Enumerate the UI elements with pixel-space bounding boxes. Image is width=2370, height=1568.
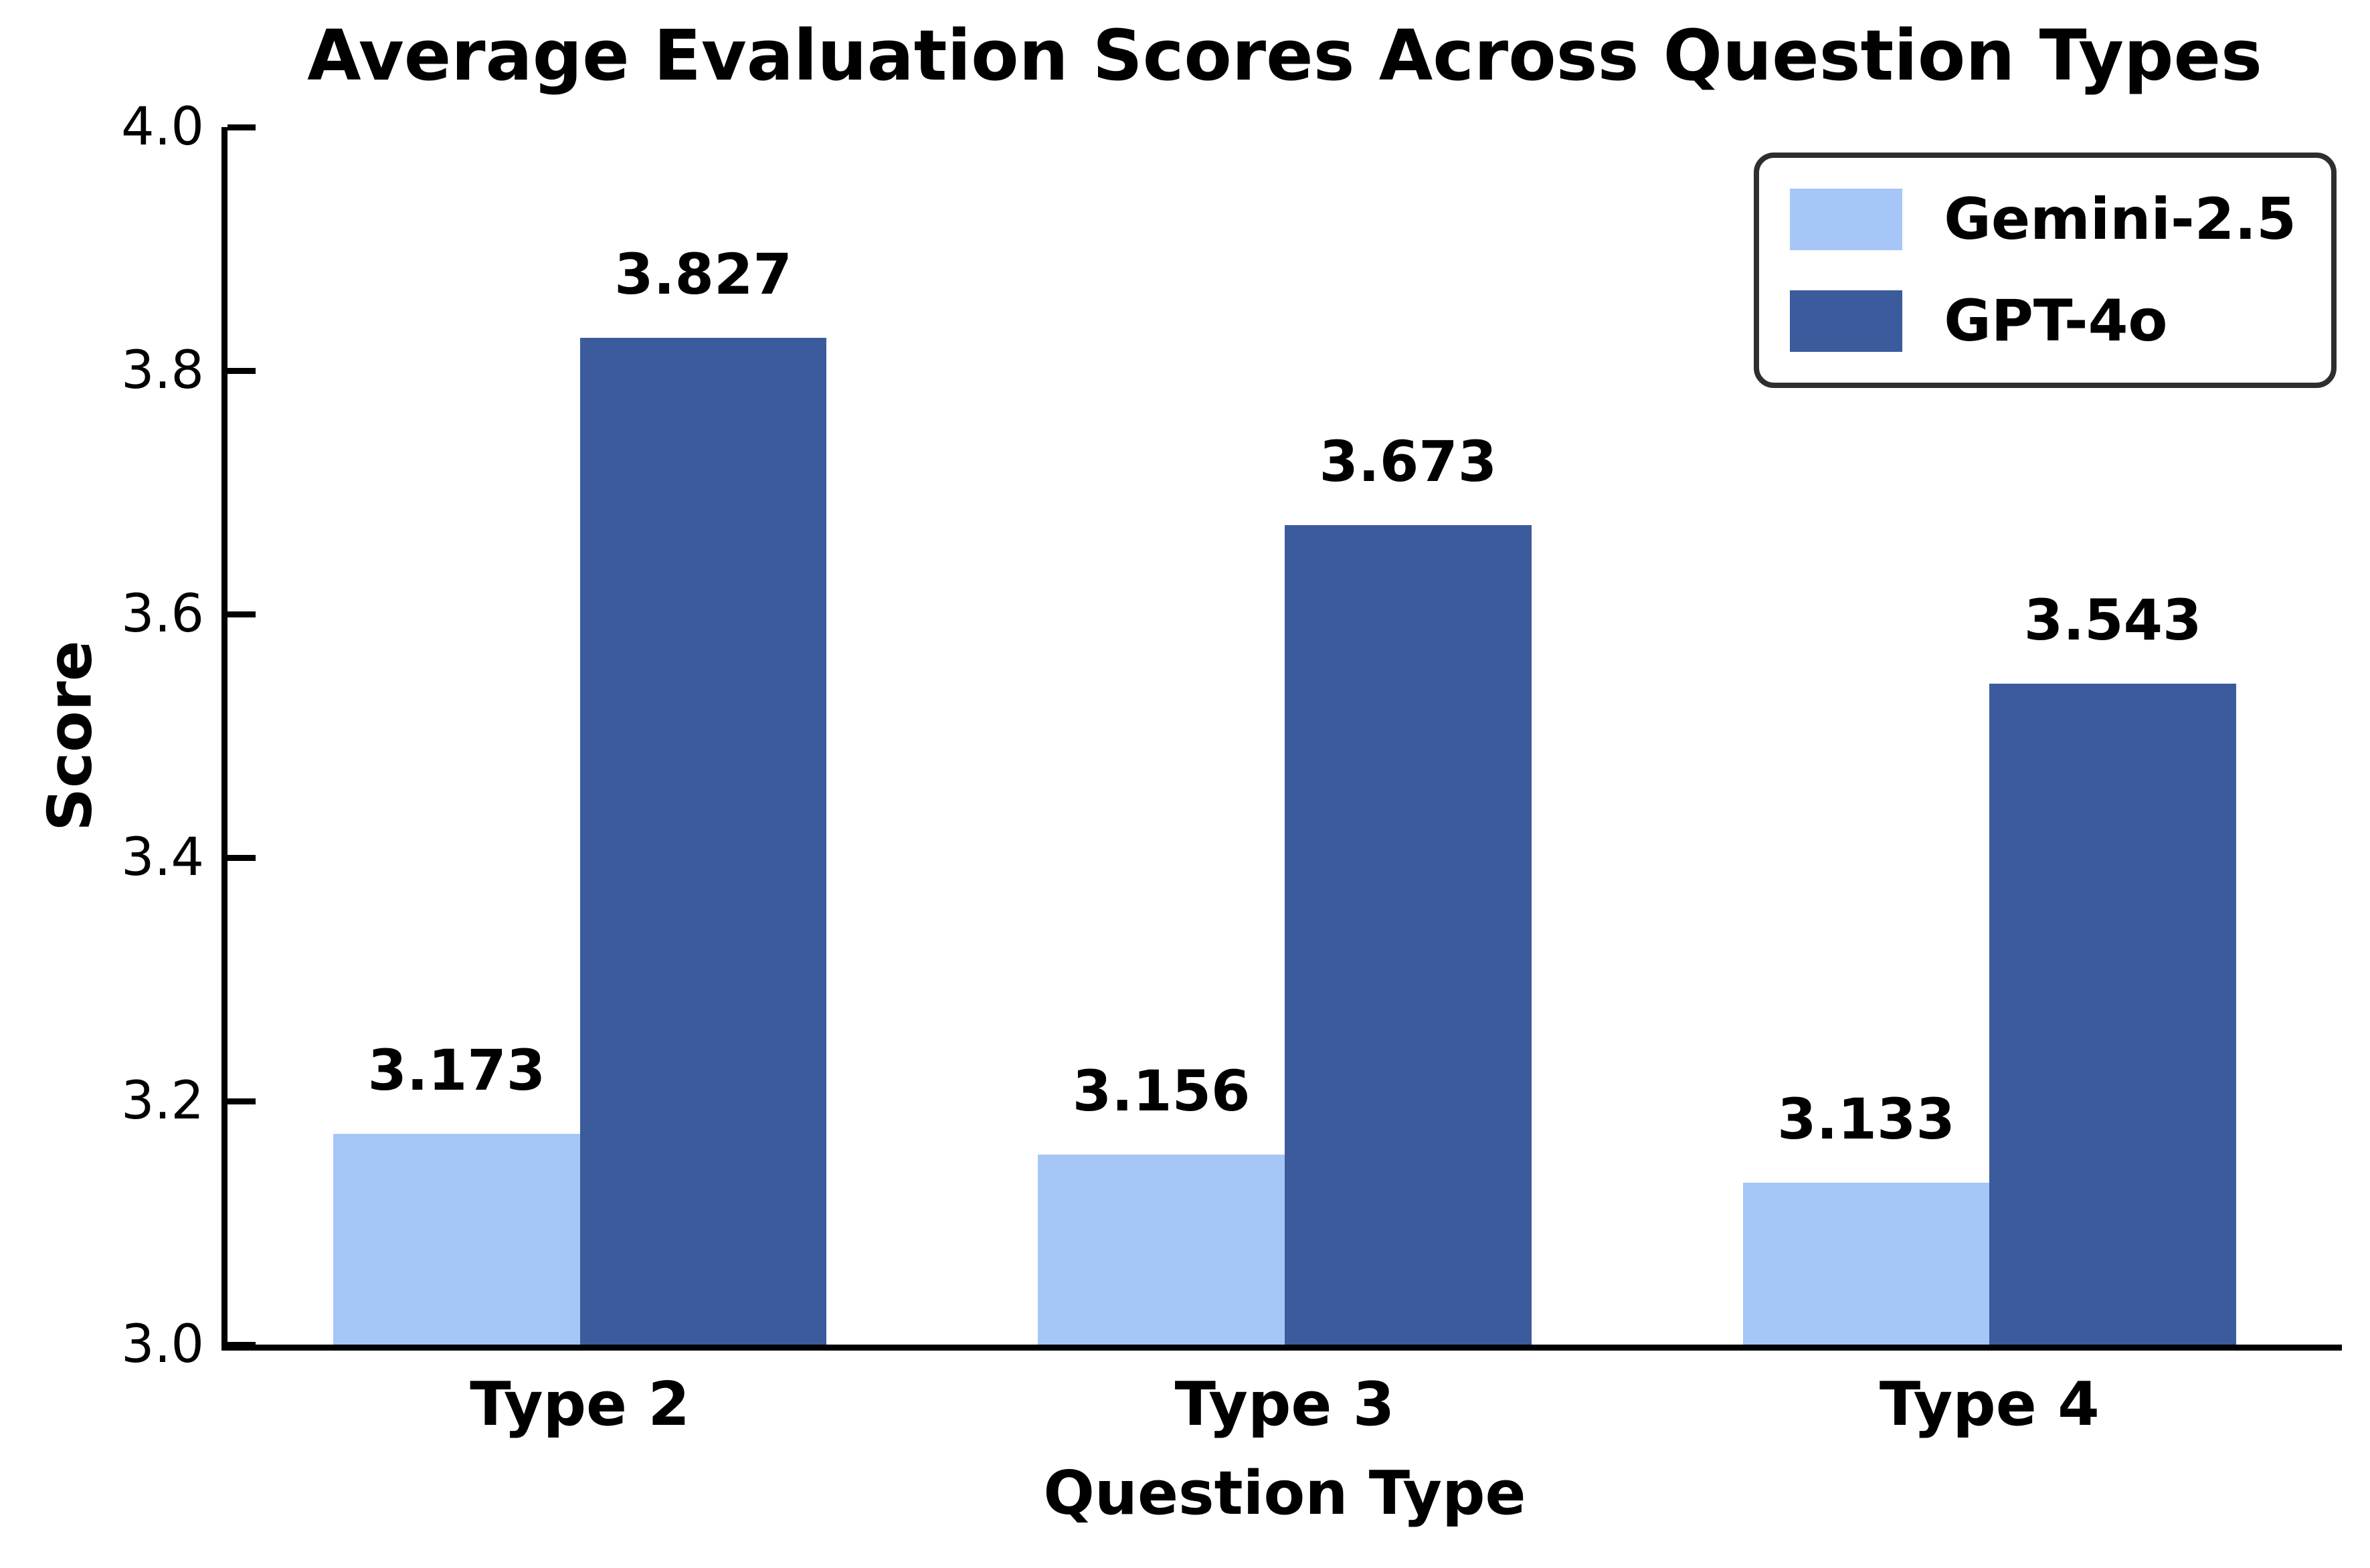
bar-gemini-2-5-type-3	[1038, 1155, 1285, 1345]
chart-title: Average Evaluation Scores Across Questio…	[307, 15, 2262, 96]
y-axis-spine	[221, 127, 227, 1351]
y-tick-label: 3.2	[120, 1071, 204, 1131]
bar-value-label: 3.133	[1777, 1086, 1955, 1152]
bar-value-label: 3.173	[367, 1038, 546, 1104]
x-tick-label: Type 4	[1879, 1369, 2100, 1440]
bar-gemini-2-5-type-4	[1742, 1182, 1990, 1345]
bar-gpt-4o-type-3	[1285, 525, 1532, 1345]
y-tick-mark	[227, 611, 256, 617]
y-tick-mark	[227, 367, 256, 374]
y-tick-mark	[227, 1341, 256, 1348]
bar-value-label: 3.827	[614, 241, 792, 307]
bar-value-label: 3.673	[1319, 429, 1497, 495]
y-tick-label: 3.4	[120, 827, 204, 888]
bar-gpt-4o-type-4	[1989, 683, 2236, 1345]
x-tick-label: Type 2	[470, 1369, 691, 1440]
y-tick-mark	[227, 1098, 256, 1104]
x-tick-label: Type 3	[1174, 1369, 1395, 1440]
x-axis-spine	[221, 1345, 2342, 1351]
legend-row: Gemini-2.5	[1790, 186, 2296, 253]
legend-swatch-gemini-2-5	[1790, 189, 1903, 250]
y-tick-label: 3.6	[120, 584, 204, 644]
legend-swatch-gpt-4o	[1790, 290, 1903, 352]
legend-label: Gemini-2.5	[1944, 186, 2296, 253]
bar-gpt-4o-type-2	[579, 337, 827, 1345]
legend-row: GPT-4o	[1790, 288, 2296, 355]
y-axis-label: Score	[35, 640, 106, 831]
legend: Gemini-2.5 GPT-4o	[1754, 153, 2337, 388]
bar-value-label: 3.156	[1072, 1058, 1251, 1124]
y-tick-label: 3.0	[120, 1314, 204, 1375]
x-axis-label: Question Type	[1043, 1458, 1526, 1529]
y-tick-label: 4.0	[120, 97, 204, 157]
bar-gemini-2-5-type-2	[333, 1134, 580, 1345]
bar-value-label: 3.543	[2023, 587, 2202, 653]
y-tick-mark	[227, 854, 256, 861]
y-tick-label: 3.8	[120, 340, 204, 401]
y-tick-mark	[227, 124, 256, 130]
legend-label: GPT-4o	[1944, 288, 2168, 355]
